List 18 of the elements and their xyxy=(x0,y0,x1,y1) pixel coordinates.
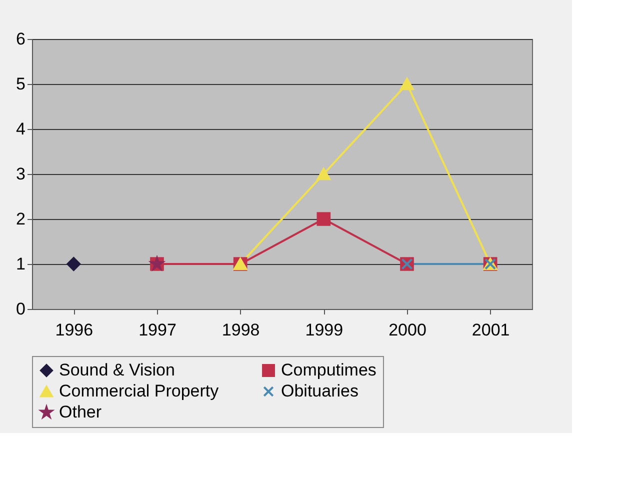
legend-label: Other xyxy=(59,402,102,422)
x-tick-label: 1997 xyxy=(138,320,176,340)
legend-label: Sound & Vision xyxy=(59,360,175,380)
y-tick-label: 0 xyxy=(16,300,26,318)
legend-label: Commercial Property xyxy=(59,382,220,400)
x-tick-label: 2001 xyxy=(472,320,510,340)
y-tick-label: 5 xyxy=(16,74,26,94)
x-tick-label: 2000 xyxy=(388,320,426,340)
y-tick-label: 6 xyxy=(16,30,26,48)
legend-label: Computimes xyxy=(281,360,376,380)
y-tick-label: 2 xyxy=(16,210,26,228)
y-tick-label: 1 xyxy=(16,254,26,274)
y-tick-label: 3 xyxy=(16,164,26,184)
y-tick-label: 4 xyxy=(16,120,26,138)
x-tick-label: 1998 xyxy=(222,320,260,340)
x-tick-label: 1996 xyxy=(55,320,94,340)
legend-label: Obituaries xyxy=(281,382,358,400)
x-tick-label: 1999 xyxy=(305,320,344,340)
